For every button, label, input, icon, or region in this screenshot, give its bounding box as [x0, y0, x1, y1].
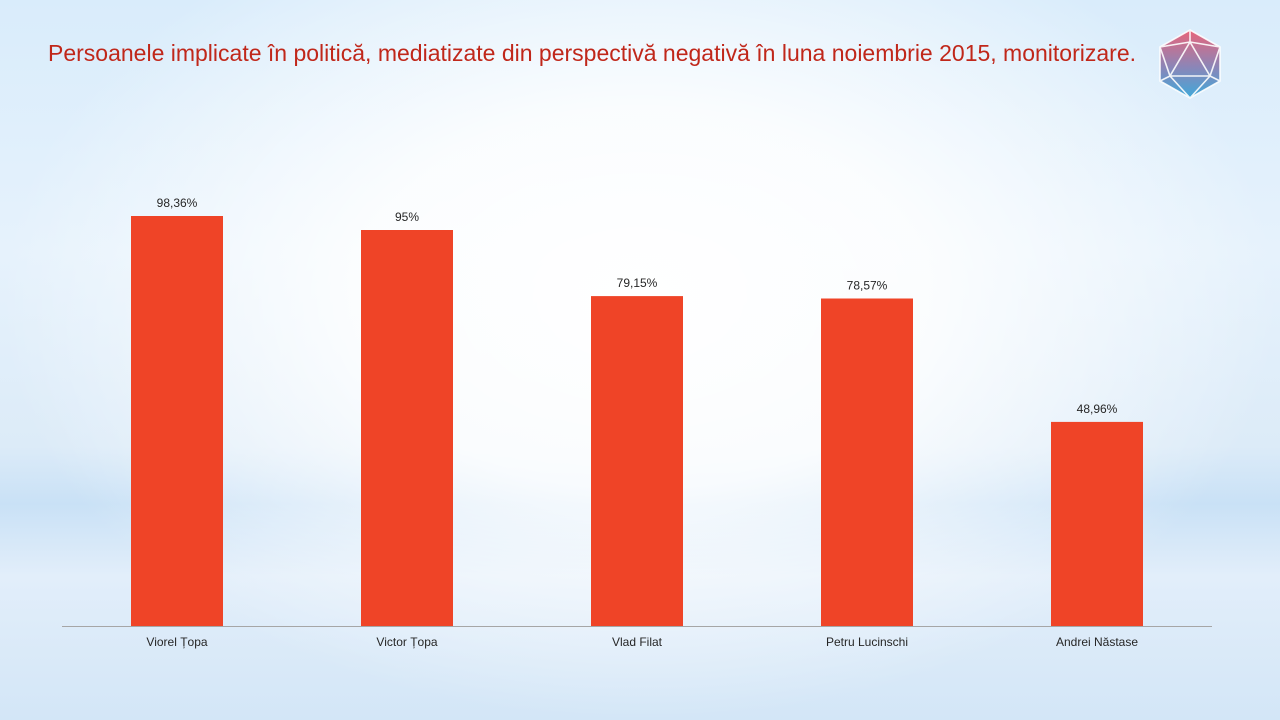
data-label: 78,57%	[847, 279, 888, 293]
data-label: 48,96%	[1077, 402, 1118, 416]
icosahedron-logo-icon	[1159, 29, 1221, 99]
category-label: Victor Țopa	[376, 635, 437, 649]
data-label: 95%	[395, 210, 419, 224]
bar	[1051, 421, 1143, 626]
bar	[361, 230, 453, 626]
bar	[131, 216, 223, 626]
bar	[821, 298, 913, 626]
category-label: Andrei Năstase	[1056, 635, 1138, 649]
category-label: Vlad Filat	[612, 635, 663, 649]
bar	[591, 296, 683, 626]
category-label: Petru Lucinschi	[826, 635, 908, 649]
slide-title: Persoanele implicate în politică, mediat…	[48, 40, 1136, 66]
data-label: 98,36%	[157, 196, 198, 210]
data-label: 79,15%	[617, 276, 658, 290]
category-label: Viorel Țopa	[146, 635, 207, 649]
